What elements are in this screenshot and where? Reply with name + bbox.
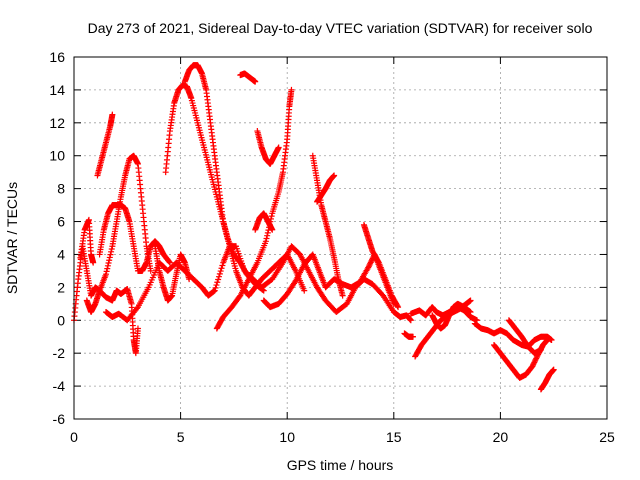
y-tick-label: 12 bbox=[49, 115, 65, 131]
series-arc-25 bbox=[538, 367, 557, 393]
data-point bbox=[107, 252, 113, 258]
y-axis-label: SDTVAR / TECUs bbox=[4, 182, 20, 294]
data-point bbox=[215, 276, 221, 282]
series-arc-16 bbox=[314, 172, 337, 204]
data-point bbox=[216, 274, 222, 280]
data-point bbox=[108, 249, 114, 255]
data-series bbox=[71, 62, 557, 392]
series-arc-11 bbox=[214, 87, 295, 332]
y-tick-label: 2 bbox=[57, 279, 65, 295]
data-point bbox=[107, 254, 113, 260]
data-point bbox=[106, 260, 112, 266]
y-tick-label: 4 bbox=[57, 246, 65, 262]
plot-frame bbox=[74, 57, 607, 419]
chart-title: Day 273 of 2021, Sidereal Day-to-day VTE… bbox=[88, 20, 593, 36]
axis-ticks bbox=[74, 57, 607, 419]
y-tick-label: -2 bbox=[53, 345, 66, 361]
series-arc-10 bbox=[237, 70, 258, 84]
data-point bbox=[105, 263, 111, 269]
y-tick-label: 0 bbox=[57, 312, 65, 328]
x-tick-labels: 0 5 10 15 20 25 bbox=[70, 429, 615, 445]
series-arc-1 bbox=[71, 243, 141, 356]
data-point bbox=[218, 268, 224, 274]
data-point bbox=[109, 246, 115, 252]
grid-lines bbox=[74, 57, 607, 419]
y-tick-label: 16 bbox=[49, 49, 65, 65]
data-point bbox=[104, 266, 110, 272]
series-arc-15 bbox=[310, 153, 346, 299]
x-axis-label: GPS time / hours bbox=[287, 457, 394, 473]
data-point bbox=[106, 257, 112, 263]
sdtvar-chart: Day 273 of 2021, Sidereal Day-to-day VTE… bbox=[0, 0, 640, 480]
y-tick-labels: -6 -4 -2 0 2 4 6 8 10 12 14 16 bbox=[49, 49, 65, 427]
series-arc-18 bbox=[401, 330, 416, 339]
y-tick-label: 8 bbox=[57, 181, 65, 197]
x-tick-label: 0 bbox=[70, 429, 78, 445]
x-tick-label: 5 bbox=[177, 429, 185, 445]
data-point bbox=[214, 279, 220, 285]
x-tick-label: 20 bbox=[493, 429, 509, 445]
y-tick-label: 6 bbox=[57, 214, 65, 230]
x-tick-label: 25 bbox=[599, 429, 615, 445]
data-point bbox=[104, 268, 110, 274]
data-point bbox=[269, 213, 275, 219]
data-point bbox=[217, 271, 223, 277]
data-point bbox=[264, 235, 270, 241]
series-arc-3 bbox=[94, 112, 115, 179]
y-tick-label: 14 bbox=[49, 82, 65, 98]
data-point bbox=[265, 230, 271, 236]
y-tick-label: -4 bbox=[53, 378, 66, 394]
data-point bbox=[264, 233, 270, 239]
x-tick-label: 10 bbox=[279, 429, 295, 445]
data-point bbox=[219, 265, 225, 271]
x-tick-label: 15 bbox=[386, 429, 402, 445]
y-tick-label: -6 bbox=[53, 411, 66, 427]
series-arc-12 bbox=[254, 128, 281, 167]
data-point bbox=[219, 262, 225, 268]
y-tick-label: 10 bbox=[49, 148, 65, 164]
